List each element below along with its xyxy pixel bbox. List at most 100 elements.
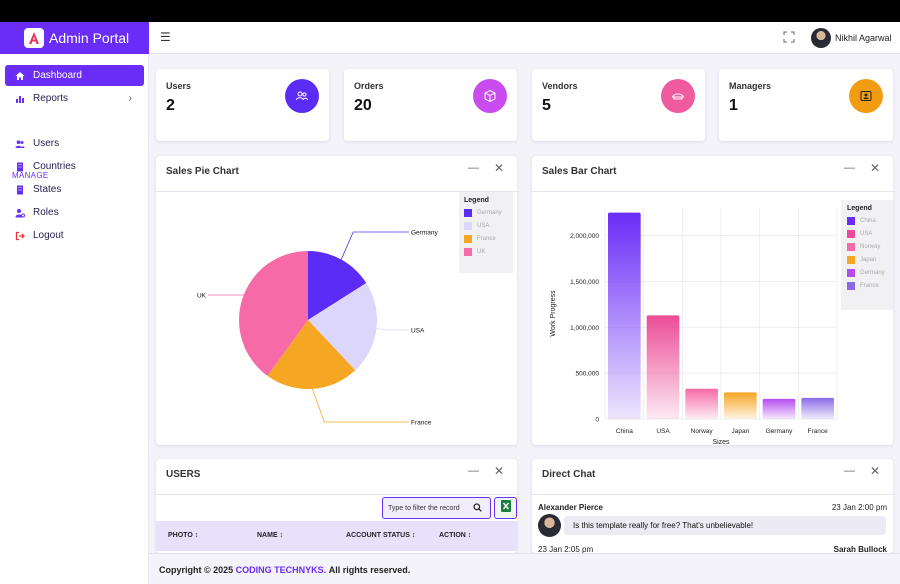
close-icon[interactable]: ✕ <box>493 161 504 175</box>
legend-swatch <box>847 230 855 238</box>
chat-sender-name: Alexander Pierce <box>538 503 603 512</box>
bar-japan[interactable] <box>724 392 757 419</box>
legend-item[interactable]: Germany <box>847 269 893 277</box>
footer-org-link[interactable]: CODING TECHNYKS. <box>235 565 327 575</box>
y-tick-label: 500,000 <box>576 371 600 378</box>
export-excel-button[interactable] <box>494 497 517 519</box>
x-tick-label: USA <box>656 428 670 435</box>
minimize-icon[interactable]: — <box>468 162 479 174</box>
pie-slice-uk[interactable] <box>239 251 308 376</box>
chat-sender-name: Sarah Bullock <box>833 545 887 553</box>
x-tick-label: China <box>616 428 633 435</box>
sidebar-item-label: Dashboard <box>33 70 82 81</box>
chevron-right-icon: › <box>128 93 132 104</box>
bar-usa[interactable] <box>646 315 680 419</box>
pie-leader-line <box>311 388 409 423</box>
legend-label: Japan <box>860 257 877 263</box>
footer-rights: All rights reserved. <box>328 565 411 575</box>
username[interactable]: Nikhil Agarwal <box>835 33 892 43</box>
chat-avatar <box>538 514 561 537</box>
filter-search-input[interactable]: Type to filter the record <box>382 497 491 519</box>
search-placeholder: Type to filter the record <box>388 504 460 512</box>
sidebar-item-label: Reports <box>33 93 69 104</box>
legend-swatch <box>847 243 855 251</box>
legend-item[interactable]: USA <box>464 222 513 230</box>
minimize-icon[interactable]: — <box>844 465 855 477</box>
x-tick-label: Germany <box>766 428 793 435</box>
legend-item[interactable]: Norway <box>847 243 893 251</box>
legend-item[interactable]: USA <box>847 230 893 238</box>
brand[interactable]: Admin Portal <box>0 22 149 54</box>
sidebar-item-countries[interactable]: Countries <box>5 156 144 177</box>
pie-leader-line <box>208 294 255 300</box>
bar-china[interactable] <box>608 212 641 419</box>
panel-header: Sales Pie Chart — ✕ <box>156 156 517 192</box>
footer-copyright: Copyright © 2025 <box>159 565 234 575</box>
close-icon[interactable]: ✕ <box>493 464 504 478</box>
sidebar-item-label: Roles <box>33 207 59 218</box>
stat-card-vendors[interactable]: Vendors 5 <box>532 69 705 141</box>
pie-chart-panel: Sales Pie Chart — ✕ Germany USA France UK L… <box>156 156 517 445</box>
pie-legend: Legend Germany USA France UK <box>459 192 513 273</box>
sidebar: Dashboard Reports › MANAGE Users Countri… <box>0 54 149 584</box>
sidebar-item-roles[interactable]: Roles <box>5 202 144 223</box>
brand-title: Admin Portal <box>49 30 130 46</box>
bar-chart-panel: Sales Bar Chart — ✕ 0 500,000 1,000,000 1,5… <box>532 156 893 445</box>
legend-item[interactable]: Japan <box>847 256 893 264</box>
legend-item[interactable]: France <box>847 282 893 290</box>
legend-swatch <box>464 222 472 230</box>
legend-label: USA <box>477 223 490 229</box>
id-card-icon <box>849 79 883 113</box>
pie-slice-germany[interactable] <box>308 251 367 320</box>
x-tick-label: Japan <box>731 428 749 435</box>
sidebar-item-logout[interactable]: Logout <box>5 225 144 246</box>
close-icon[interactable]: ✕ <box>869 161 880 175</box>
column-header-action[interactable]: ACTION ↕ <box>439 532 472 539</box>
legend-swatch <box>847 269 855 277</box>
column-header-name[interactable]: NAME ↕ <box>257 532 284 539</box>
search-icon[interactable] <box>473 503 482 514</box>
stat-card-orders[interactable]: Orders 20 <box>344 69 517 141</box>
legend-item[interactable]: Germany <box>464 209 513 217</box>
minimize-icon[interactable]: — <box>844 162 855 174</box>
sidebar-item-reports[interactable]: Reports › <box>5 88 144 109</box>
column-header-photo[interactable]: PHOTO ↕ <box>168 532 199 539</box>
column-header-account-status[interactable]: ACCOUNT STATUS ↕ <box>346 532 416 539</box>
legend-item[interactable]: UK <box>464 248 513 256</box>
legend-item[interactable]: France <box>464 235 513 243</box>
bar-norway[interactable] <box>685 388 718 419</box>
legend-title: Legend <box>847 205 872 212</box>
bar-legend: Legend China USA Norway Japan Germany France <box>841 200 893 310</box>
legend-label: France <box>860 283 879 289</box>
stat-label: Users <box>166 81 192 91</box>
bar-france[interactable] <box>801 397 834 419</box>
pie-label: Germany <box>411 230 438 237</box>
stat-card-managers[interactable]: Managers 1 <box>719 69 893 141</box>
footer: Copyright © 2025 CODING TECHNYKS. All ri… <box>149 553 900 584</box>
bar-germany[interactable] <box>762 398 796 419</box>
pie-slice-france[interactable] <box>267 320 356 389</box>
sidebar-section-label: MANAGE <box>12 171 49 180</box>
sidebar-item-label: Countries <box>33 161 76 172</box>
pie-slice-usa[interactable] <box>308 283 377 371</box>
sidebar-item-users[interactable]: Users <box>5 133 144 154</box>
user-avatar[interactable] <box>811 28 831 48</box>
hamburger-menu-icon[interactable]: ☰ <box>160 30 171 44</box>
legend-item[interactable]: China <box>847 217 893 225</box>
panel-title: Sales Bar Chart <box>542 166 617 177</box>
stat-card-users[interactable]: Users 2 <box>156 69 329 141</box>
fullscreen-icon[interactable] <box>783 31 795 43</box>
legend-label: UK <box>477 249 486 255</box>
pie-label: UK <box>197 293 207 300</box>
chat-timestamp: 23 Jan 2:00 pm <box>831 503 887 512</box>
sidebar-item-dashboard[interactable]: Dashboard <box>5 65 144 86</box>
legend-label: USA <box>860 231 873 237</box>
sidebar-item-states[interactable]: States <box>5 179 144 200</box>
sidebar-item-label: Users <box>33 138 60 149</box>
legend-swatch <box>464 248 472 256</box>
minimize-icon[interactable]: — <box>468 465 479 477</box>
users-icon <box>15 139 25 149</box>
close-icon[interactable]: ✕ <box>869 464 880 478</box>
legend-label: China <box>860 218 876 224</box>
logout-icon <box>15 231 25 241</box>
